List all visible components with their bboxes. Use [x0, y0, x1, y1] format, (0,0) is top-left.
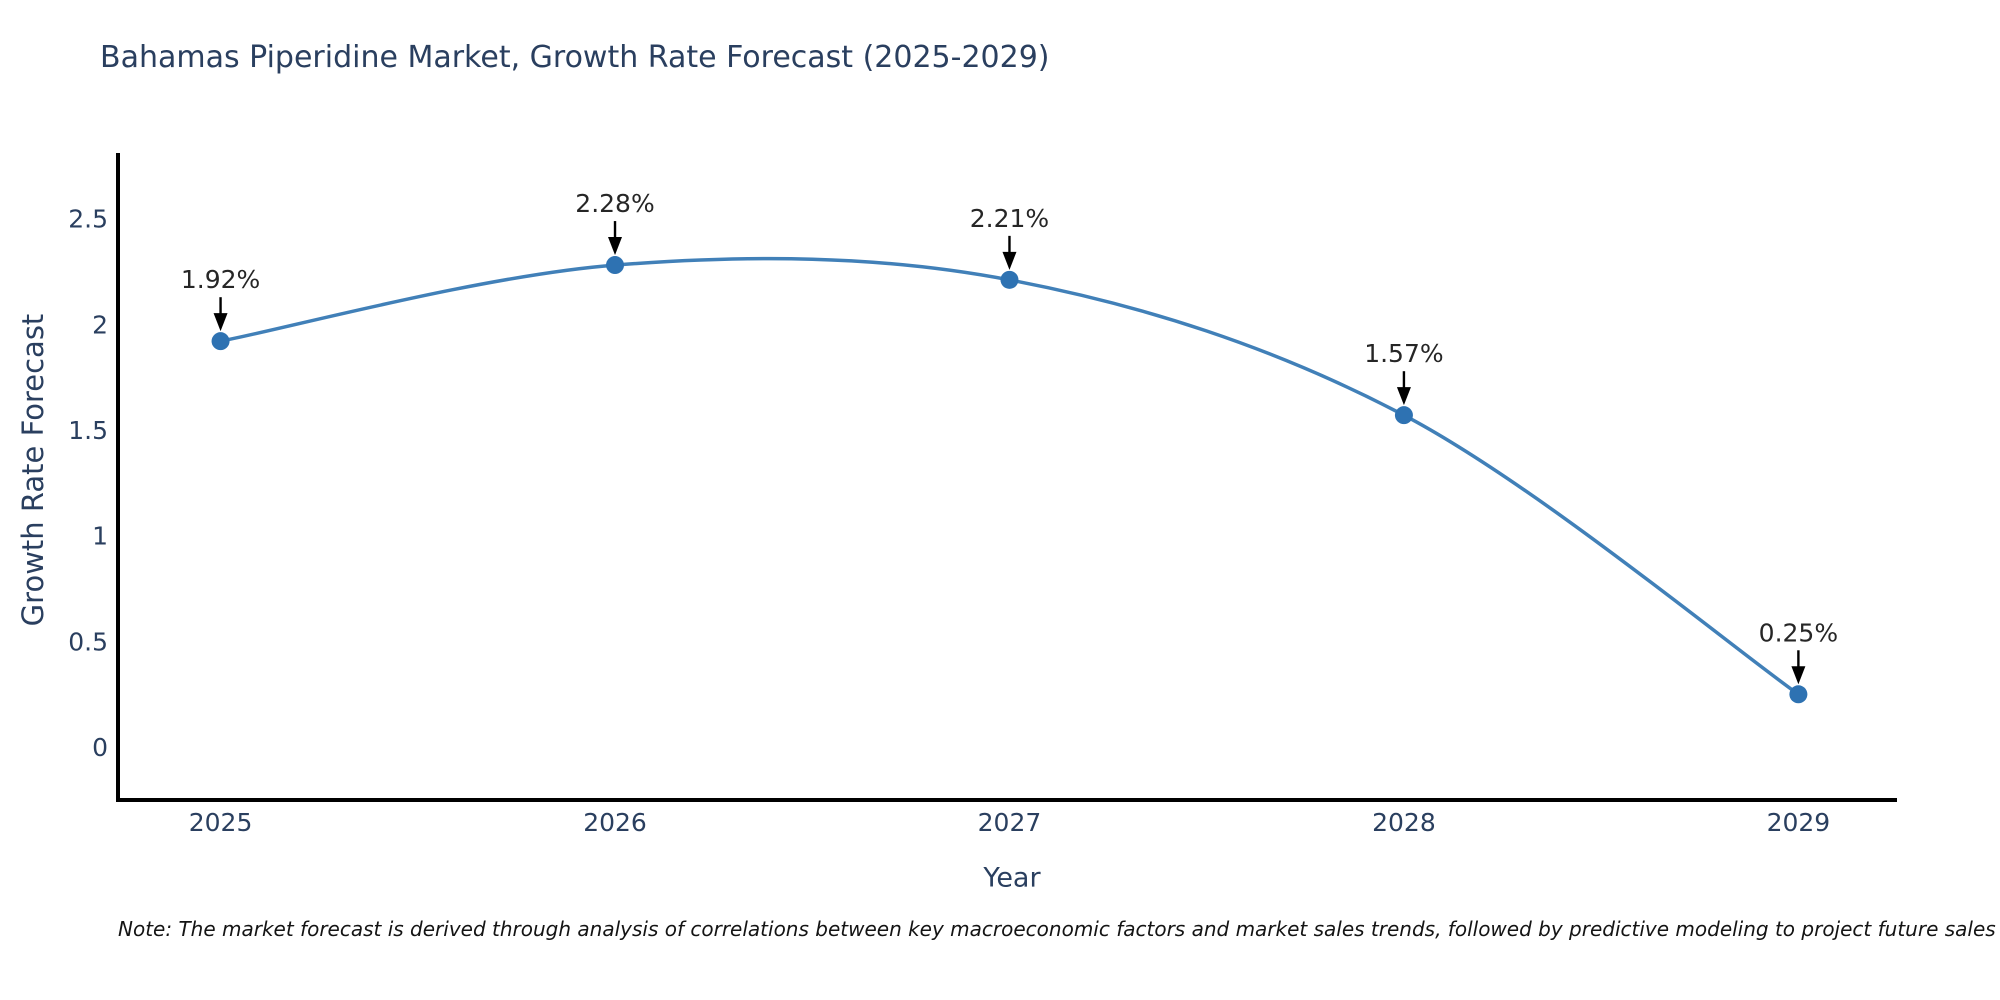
point-annotation-label: 2.21%: [970, 204, 1049, 233]
footnote: Note: The market forecast is derived thr…: [118, 917, 1996, 941]
y-tick-label: 0.5: [68, 627, 108, 656]
data-point: [606, 256, 625, 275]
point-annotation-label: 0.25%: [1759, 618, 1838, 647]
y-tick-label: 2: [92, 310, 108, 339]
y-tick-label: 0: [92, 733, 108, 762]
x-tick-label: 2026: [583, 808, 647, 837]
x-tick-label: 2029: [1767, 808, 1831, 837]
annotation-arrowhead: [608, 237, 623, 256]
point-annotation-label: 1.92%: [181, 265, 260, 294]
annotation-arrowhead: [1396, 387, 1411, 406]
x-axis-title: Year: [983, 862, 1041, 894]
forecast-line: [218, 256, 1801, 697]
y-tick-label: 1: [92, 522, 108, 551]
annotation-arrowhead: [213, 313, 228, 332]
annotation-arrowhead: [1002, 251, 1017, 270]
data-point: [1000, 270, 1019, 289]
data-point: [1789, 685, 1808, 704]
data-point: [211, 332, 230, 351]
data-point: [1394, 406, 1413, 425]
point-annotation-label: 1.57%: [1364, 339, 1443, 368]
y-tick-label: 1.5: [68, 416, 108, 445]
y-tick-label: 2.5: [68, 205, 108, 234]
annotation-arrowhead: [1791, 666, 1806, 685]
chart-title: Bahamas Piperidine Market, Growth Rate F…: [100, 40, 1050, 75]
point-annotation-label: 2.28%: [575, 189, 654, 218]
x-tick-label: 2027: [978, 808, 1042, 837]
x-tick-label: 2028: [1372, 808, 1436, 837]
x-tick-label: 2025: [189, 808, 253, 837]
